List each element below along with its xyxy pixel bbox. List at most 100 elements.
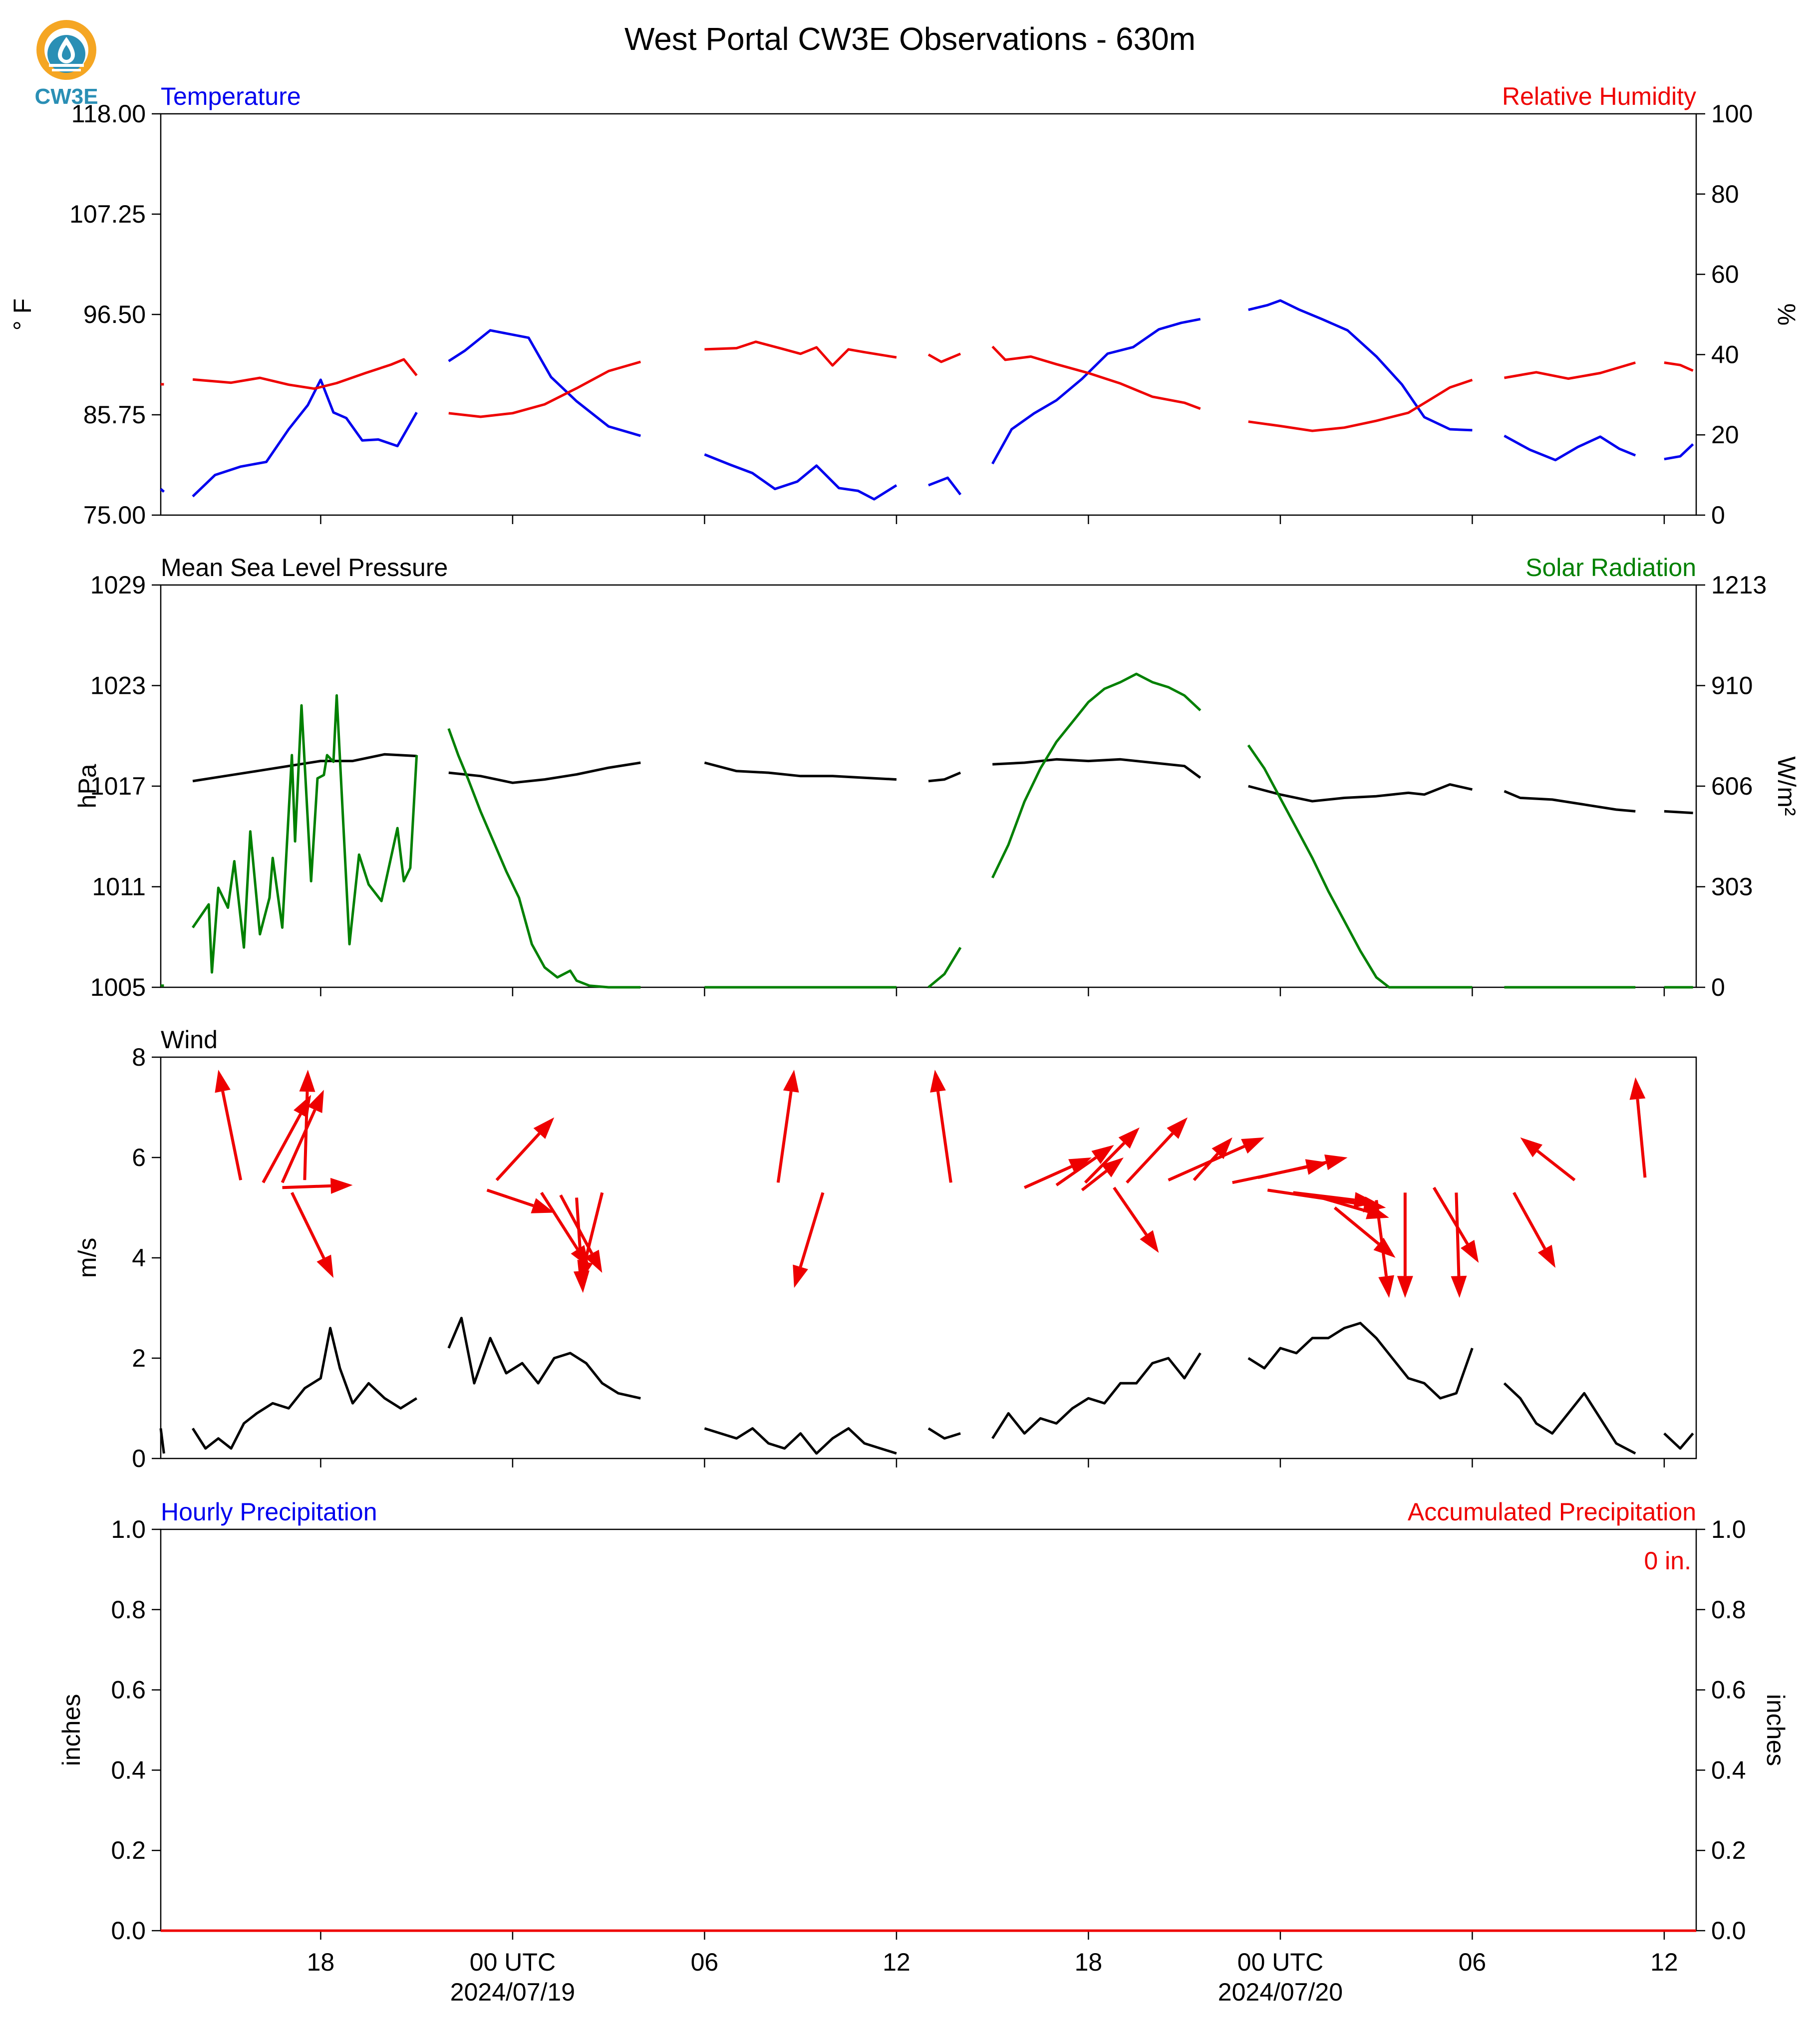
series-segment xyxy=(1248,378,1473,432)
wind-arrow-shaft xyxy=(1333,1206,1380,1245)
series-segment xyxy=(704,453,898,501)
y-right-tick-label: 1213 xyxy=(1711,571,1767,599)
wind-arrow xyxy=(215,1070,243,1180)
y-right-tick-label: 0.6 xyxy=(1711,1676,1746,1704)
y-right-tick-label: 0.2 xyxy=(1711,1836,1746,1864)
y-right-tick-label: 80 xyxy=(1711,180,1739,208)
y-right-tick-label: 0.8 xyxy=(1711,1596,1746,1624)
wind-arrow-head xyxy=(1068,1158,1092,1174)
wind-arrow-shaft xyxy=(221,1091,243,1180)
series-segment xyxy=(1664,810,1693,815)
y-axis-label: m/s xyxy=(73,1238,101,1278)
wind-arrow-shaft xyxy=(1432,1186,1469,1245)
wind-arrow-head xyxy=(316,1254,334,1278)
wind-arrow-head xyxy=(1140,1230,1159,1253)
y-tick-label: 0.8 xyxy=(111,1596,146,1624)
wind-arrow-shaft xyxy=(303,1092,309,1180)
wind-arrow-shaft xyxy=(575,1197,583,1271)
series-segment xyxy=(448,329,641,437)
y-tick-label: 1005 xyxy=(90,973,146,1001)
wind-arrow xyxy=(793,1192,825,1288)
y-tick-label: 4 xyxy=(132,1244,146,1272)
series-segment xyxy=(1664,361,1694,372)
y-right-axis-label: W/m² xyxy=(1773,756,1801,816)
y-right-tick-label: 0 xyxy=(1711,501,1725,529)
series-segment xyxy=(991,317,1201,465)
series-segment xyxy=(447,728,641,989)
panel-left-title: Hourly Precipitation xyxy=(161,1498,377,1526)
logo-text: CW3E xyxy=(34,84,98,109)
wind-arrow-shaft xyxy=(559,1194,594,1254)
series-segment xyxy=(192,378,418,498)
x-tick-label: 06 xyxy=(1459,1948,1487,1976)
series-line xyxy=(161,340,1694,432)
wind-arrow xyxy=(1193,1137,1232,1181)
y-right-tick-label: 303 xyxy=(1711,873,1753,901)
wind-arrow xyxy=(776,1070,799,1183)
wind-arrow-head xyxy=(330,1177,353,1194)
wind-arrow xyxy=(1024,1158,1092,1189)
wind-arrow-shaft xyxy=(799,1192,825,1268)
series-segment xyxy=(192,358,418,390)
series-segment xyxy=(1248,783,1473,803)
series-segment xyxy=(1247,744,1473,989)
wind-arrow-head xyxy=(215,1070,231,1093)
y-tick-label: 118.00 xyxy=(71,100,146,128)
panel-right-title: Accumulated Precipitation xyxy=(1408,1498,1696,1526)
wind-arrow-shaft xyxy=(1024,1165,1072,1189)
wind-arrow xyxy=(1126,1117,1188,1184)
wind-arrow xyxy=(1293,1191,1377,1208)
panel-precipitation: 1.0 0.8 0.6 0.4 0.2 0.0 1.0 0.8 0.6 0.4 0.2 0.0 Hour… xyxy=(57,1498,1790,1945)
wind-arrow-head xyxy=(1241,1137,1264,1154)
series-segment xyxy=(1663,1432,1694,1450)
y-right-tick-label: 100 xyxy=(1711,100,1753,128)
series-line xyxy=(161,672,1693,989)
wind-arrow-shaft xyxy=(1312,1193,1369,1213)
cw3e-logo: CW3E xyxy=(29,14,104,109)
wind-arrow-head xyxy=(1451,1275,1467,1298)
y-right-tick-label: 0.0 xyxy=(1711,1917,1746,1945)
wind-arrow xyxy=(1629,1077,1647,1178)
wind-arrow-head xyxy=(793,1264,808,1288)
wind-arrow-shaft xyxy=(1055,1156,1097,1186)
panel-left-title: Mean Sea Level Pressure xyxy=(161,554,448,581)
y-axis-label: inches xyxy=(57,1694,85,1766)
wind-arrow xyxy=(1081,1158,1124,1191)
wind-arrow xyxy=(573,1197,590,1293)
x-tick-label: 18 xyxy=(307,1948,335,1976)
series-segment xyxy=(991,345,1201,410)
series-segment xyxy=(448,360,641,418)
wind-arrow-head xyxy=(577,1259,593,1283)
series-line xyxy=(160,299,1694,501)
panel-right-title: Relative Humidity xyxy=(1502,82,1696,110)
wind-arrow-head xyxy=(533,1117,555,1139)
wind-arrow xyxy=(1451,1192,1467,1298)
wind-arrow-shaft xyxy=(282,1184,331,1189)
wind-arrows xyxy=(215,1070,1647,1298)
wind-arrow xyxy=(1168,1137,1264,1181)
series-segment xyxy=(1664,443,1694,461)
wind-arrow-head xyxy=(299,1070,315,1092)
y-tick-label: 8 xyxy=(132,1043,146,1071)
wind-arrow-shaft xyxy=(1084,1142,1126,1184)
y-tick-label: 0.0 xyxy=(111,1917,146,1945)
x-date-label: 2024/07/20 xyxy=(1218,1978,1343,2006)
y-right-tick-label: 0.4 xyxy=(1711,1756,1746,1784)
y-tick-label: 1029 xyxy=(90,571,146,599)
wind-arrow-shaft xyxy=(1455,1192,1461,1276)
wind-arrow-shaft xyxy=(495,1132,541,1181)
wind-arrow-head xyxy=(585,1249,603,1273)
panel-pressure-solar: 1029 1023 1017 1011 1005 1213 910 606 303 0 Mean S… xyxy=(73,554,1801,1001)
wind-arrow-shaft xyxy=(1168,1145,1245,1181)
x-tick-label: 00 UTC xyxy=(1237,1948,1323,1976)
y-tick-label: 2 xyxy=(132,1344,146,1372)
x-date-label: 2024/07/19 xyxy=(450,1978,575,2006)
wind-arrow-shaft xyxy=(1513,1191,1546,1250)
y-right-axis-label: % xyxy=(1773,303,1801,325)
series-segment xyxy=(1504,434,1636,462)
series-segment xyxy=(1504,361,1636,380)
accumulated-total-label: 0 in. xyxy=(1644,1547,1691,1575)
wind-arrow-head xyxy=(1460,1240,1479,1263)
wind-arrow xyxy=(1513,1191,1556,1268)
